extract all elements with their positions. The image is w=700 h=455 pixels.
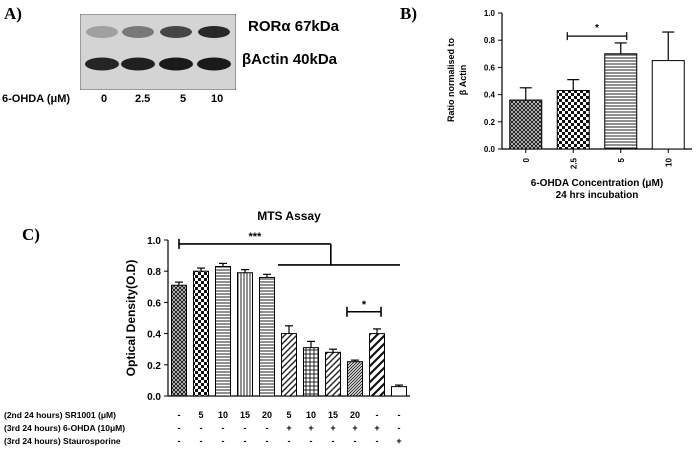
row-cell-c-0-9: - [376,410,379,420]
x-axis-label-b-line1: 6-OHDA Concentration (μM) [531,178,663,189]
panel-b-label: B) [400,4,417,23]
y-tick-label-c: 0.2 [147,361,161,372]
blot-band-ror-0 [86,26,118,38]
bar-c-3 [237,272,253,397]
western-blot-image [80,14,236,90]
bar-c-8 [347,361,363,397]
row-cell-c-2-6: - [310,436,313,446]
row-cell-c-1-6: + [308,423,313,433]
row-cell-c-1-9: + [374,423,379,433]
chart-b: 0.0 0.2 0.4 0.6 0.8 1.0 0 2.5 5 10 * Ratio normalis… [446,9,692,201]
y-axis-label-c: Optical Density(O.D) [124,260,138,377]
row-cell-c-2-5: - [288,436,291,446]
row-cell-c-0-3: 15 [240,410,250,420]
blot-label-ror: RORα 67kDa [248,18,339,35]
blot-band-ror-2 [160,26,192,38]
blot-treatment-label: 6-OHDA (μM) [2,93,71,105]
y-tick-label-b: 0.6 [484,63,496,72]
y-tick-label-c: 1.0 [147,236,161,247]
row-cell-c-0-7: 15 [328,410,338,420]
blot-dose-0: 0 [101,93,108,105]
x-tick-label-b-2: 5 [617,157,626,162]
bar-c-10 [391,386,407,397]
panel-a-label: A) [4,4,22,23]
blot-dose-1: 2.5 [135,93,151,105]
y-tick-label-c: 0.6 [147,298,161,309]
row-cell-c-1-4: - [266,423,269,433]
blot-band-actin-3 [197,57,231,71]
row-label-c-0: (2nd 24 hours) SR1001 (μM) [4,410,116,420]
bar-b-3 [651,60,685,150]
row-cell-c-0-1: 5 [198,410,203,420]
panel-c-label: C) [22,225,40,244]
bar-b-0 [509,99,543,150]
bar-b-1 [556,90,590,150]
row-cell-c-2-8: - [354,436,357,446]
y-axis-label-b-line1: Ratio normalised to [446,37,456,122]
row-cell-c-1-0: - [178,423,181,433]
bar-c-5 [281,333,297,397]
bar-c-9 [369,333,385,397]
significance-label-b: * [595,23,599,34]
row-cell-c-2-4: - [266,436,269,446]
y-tick-label-b: 0.0 [484,145,496,154]
row-cell-c-2-2: - [222,436,225,446]
row-cell-c-2-0: - [178,436,181,446]
blot-band-actin-1 [121,57,155,71]
bar-c-0 [171,284,187,397]
row-cell-c-0-2: 10 [218,410,228,420]
bar-c-6 [303,347,319,397]
y-tick-label-b: 0.4 [484,91,496,100]
row-cell-c-2-10: + [396,436,401,446]
row-cell-c-0-6: 10 [306,410,316,420]
row-cell-c-0-4: 20 [262,410,272,420]
bar-c-2 [215,266,231,397]
y-tick-label-b: 0.2 [484,118,496,127]
x-tick-label-b-0: 0 [522,157,531,162]
row-cell-c-1-2: - [222,423,225,433]
blot-dose-3: 10 [211,93,224,105]
row-label-c-2: (3rd 24 hours) Staurosporine [4,436,121,446]
bar-b-2 [604,53,638,150]
row-cell-c-0-5: 5 [286,410,291,420]
row-cell-c-2-9: - [376,436,379,446]
y-tick-label-b: 0.8 [484,36,496,45]
y-tick-label-c: 0.8 [147,267,161,278]
row-cell-c-1-1: - [200,423,203,433]
y-tick-label-b: 1.0 [484,9,496,18]
row-cell-c-0-10: - [398,410,401,420]
bar-c-1 [193,270,209,397]
row-cell-c-1-10: - [398,423,401,433]
blot-band-actin-0 [85,57,119,71]
row-label-c-1: (3rd 24 hours) 6-OHDA (10μM) [4,423,125,433]
blot-label-actin: βActin 40kDa [242,51,338,68]
x-tick-label-b-3: 10 [664,157,673,166]
y-tick-label-c: 0.0 [147,392,161,403]
blot-band-actin-2 [159,57,193,71]
row-cell-c-1-8: + [352,423,357,433]
row-cell-c-1-3: - [244,423,247,433]
bar-c-7 [325,351,341,397]
chart-title-c: MTS Assay [257,209,321,223]
row-cell-c-2-7: - [332,436,335,446]
row-cell-c-1-7: + [330,423,335,433]
blot-band-ror-1 [122,26,154,38]
bar-c-4 [259,276,275,397]
y-axis-label-b-line2: β Actin [458,65,468,96]
blot-band-ror-3 [198,26,230,38]
y-tick-label-c: 0.4 [147,330,161,341]
row-cell-c-2-3: - [244,436,247,446]
x-tick-label-b-1: 2.5 [569,157,578,169]
row-cell-c-0-8: 20 [350,410,360,420]
row-cell-c-0-0: - [178,410,181,420]
row-cell-c-2-1: - [200,436,203,446]
chart-c: MTS Assay 0.0 0.2 0.4 0.6 0.8 1.0 Optical Densi… [4,209,410,446]
row-cell-c-1-5: + [286,423,291,433]
significance-label-c-1: *** [248,231,262,243]
blot-dose-2: 5 [180,93,187,105]
significance-label-c-2: * [362,299,367,311]
x-axis-label-b-line2: 24 hrs incubation [556,190,639,201]
